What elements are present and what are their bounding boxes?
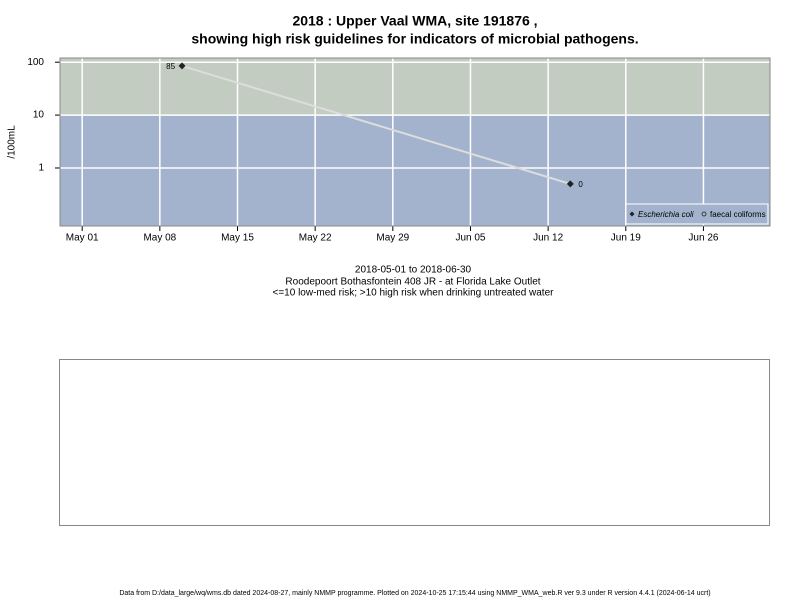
y-tick-label: 100 (27, 57, 44, 68)
legend-symbol (701, 211, 707, 217)
plot-frame (59, 57, 771, 227)
x-tick-label: Jun 05 (455, 233, 485, 244)
chart-title: 2018 : Upper Vaal WMA, site 191876 , (292, 13, 537, 29)
x-tick-label: May 08 (143, 233, 176, 244)
footer: Data from D:/data_large/wq/wms.db dated … (119, 590, 710, 597)
x-tick-label: May 15 (221, 233, 254, 244)
series-line (181, 64, 571, 185)
x-tick-label: May 01 (66, 233, 99, 244)
legend-box (625, 203, 769, 225)
data-point (178, 62, 186, 70)
y-tick-label: 10 (33, 110, 45, 121)
data-label: 0 (578, 180, 583, 189)
note: <=10 low-med risk; >10 high risk when dr… (273, 288, 555, 299)
x-tick-label: Jun 19 (611, 233, 641, 244)
x-tick-label: Jun 26 (688, 233, 718, 244)
y-axis-label: /100mL (7, 125, 18, 159)
high-risk-band (60, 58, 770, 116)
x-tick-label: May 29 (376, 233, 409, 244)
note: 2018-05-01 to 2018-06-30 (355, 265, 472, 276)
legend-symbol (629, 211, 635, 217)
legend-label: faecal coliforms (710, 210, 766, 219)
y-tick-label: 1 (38, 163, 44, 174)
chart-title: showing high risk guidelines for indicat… (191, 31, 638, 47)
x-tick-label: May 22 (299, 233, 332, 244)
empty-panel (59, 359, 770, 526)
note: Roodepoort Bothasfontein 408 JR - at Flo… (285, 277, 540, 288)
data-label: 85 (166, 62, 175, 71)
legend-label: Escherichia coli (638, 210, 694, 219)
data-point (566, 180, 574, 188)
x-tick-label: Jun 12 (533, 233, 563, 244)
